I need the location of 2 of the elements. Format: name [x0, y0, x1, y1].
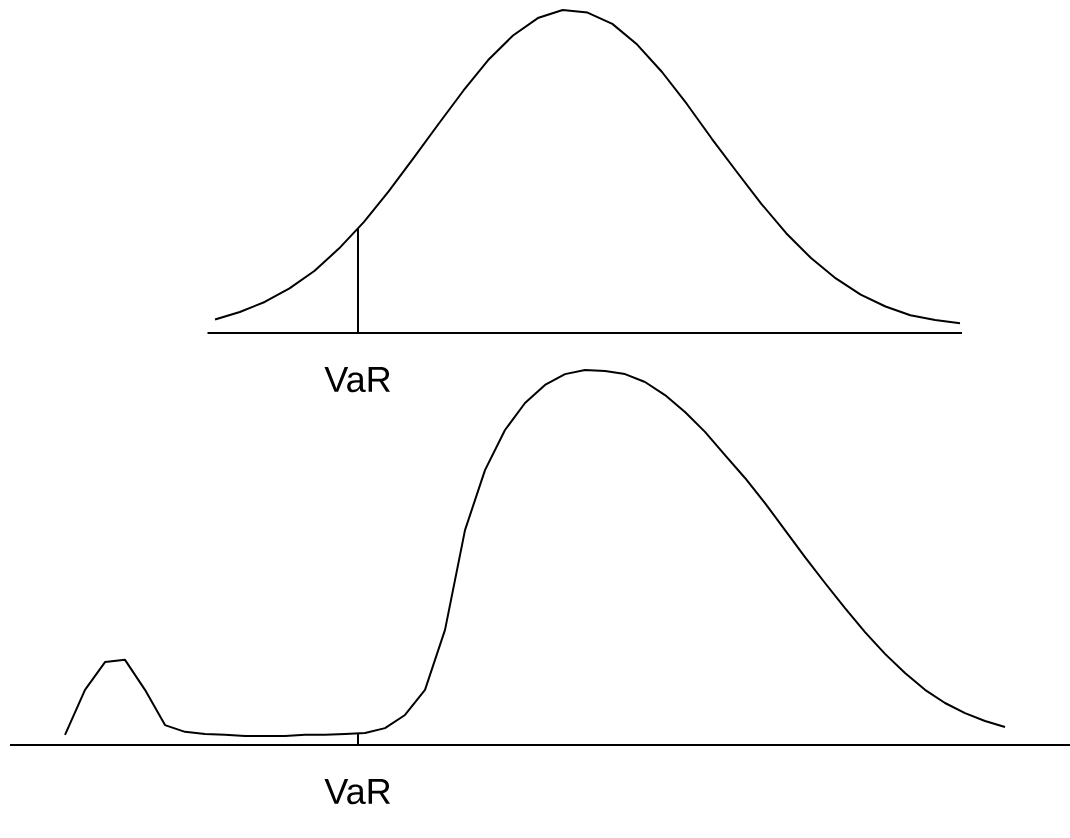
annotation: VaR — [324, 367, 391, 393]
text: VaR — [324, 779, 391, 805]
